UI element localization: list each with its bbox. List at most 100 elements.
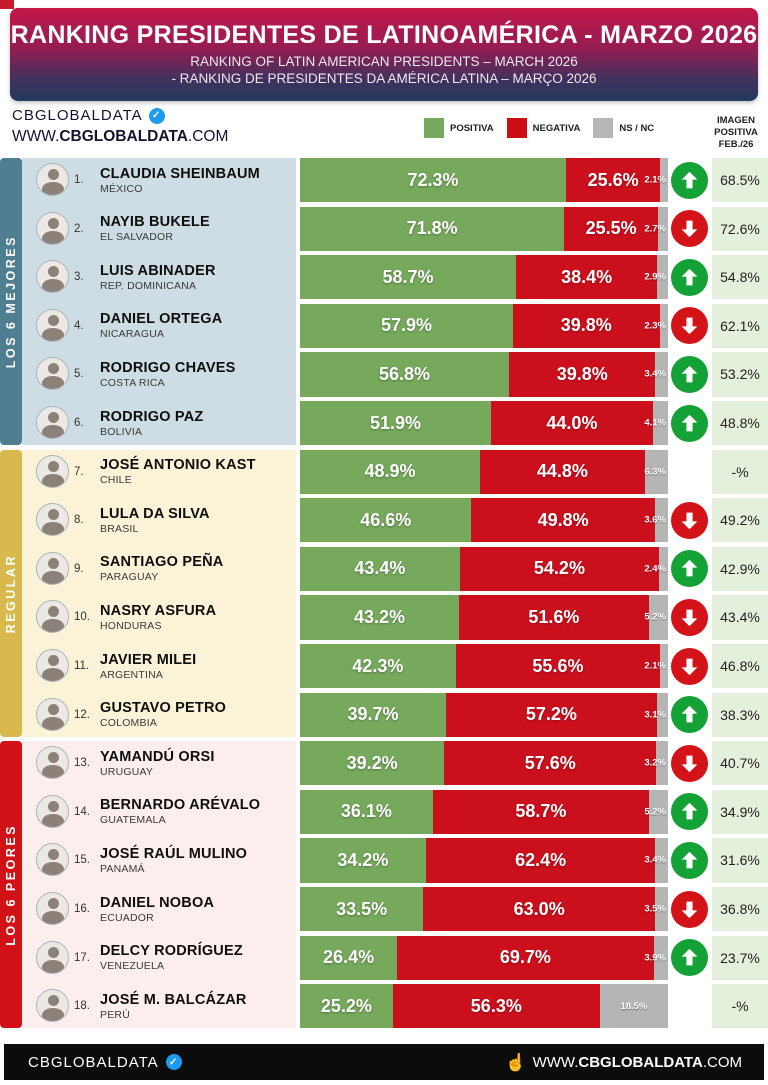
previous-value-cell: 49.2%: [712, 498, 768, 543]
country-label: COLOMBIA: [100, 717, 158, 730]
negative-segment: 25.5%: [564, 206, 659, 251]
table-row-gustavo-petro: 12. GUSTAVO PETRO COLOMBIA 39.7% 57.2% 3.1% 38…: [0, 692, 768, 737]
nsnc-segment: [644, 449, 668, 494]
rank-number: 14.: [74, 805, 90, 818]
nsnc-value: 3.9%: [644, 952, 666, 964]
nsnc-value: 3.6%: [644, 514, 666, 526]
negative-segment: 62.4%: [425, 838, 656, 883]
nsnc-segment: [658, 206, 668, 251]
photo-silhouette-torso: [42, 910, 64, 924]
header-banner: RANKING PRESIDENTES DE LATINOAMÉRICA - M…: [10, 8, 758, 101]
approval-bar: 26.4% 69.7% 3.9%: [300, 935, 668, 980]
country-label: COSTA RICA: [100, 376, 165, 389]
photo-silhouette-torso: [42, 716, 64, 730]
president-name: JOSÉ RAÚL MULINO: [100, 845, 248, 862]
negative-value: 44.0%: [546, 412, 598, 433]
section-strip: REGULAR: [0, 449, 22, 737]
president-photo: [36, 163, 69, 196]
approval-bar: 42.3% 55.6% 2.1%: [300, 643, 668, 689]
nsnc-value: 2.4%: [644, 563, 666, 575]
approval-bar: 39.2% 57.6% 3.2%: [300, 741, 668, 786]
nsnc-segment: [655, 886, 668, 932]
president-name-block: YAMANDÚ ORSI URUGUAY: [100, 741, 296, 785]
negative-value: 38.4%: [561, 266, 613, 287]
president-photo: [36, 406, 69, 439]
president-name: RODRIGO CHAVES: [100, 359, 236, 376]
approval-bar: 43.4% 54.2% 2.4%: [300, 546, 668, 591]
negativa-swatch: [506, 118, 527, 138]
president-name-block: SANTIAGO PEÑA PARAGUAY: [100, 547, 296, 591]
rank-number: 11.: [74, 660, 90, 673]
previous-value-cell: 46.8%: [712, 643, 768, 689]
negative-segment: 55.6%: [455, 643, 661, 689]
photo-silhouette-head: [47, 703, 59, 715]
approval-bar: 33.5% 63.0% 3.5%: [300, 886, 668, 932]
rank-number: 3.: [74, 271, 84, 284]
negative-segment: 44.0%: [490, 401, 653, 446]
nsnc-value: 5.2%: [644, 611, 666, 623]
brand-website-url: WWW.CBGLOBALDATA.COM: [12, 128, 229, 145]
table-row-claudia-sheinbaum: 1. CLAUDIA SHEINBAUM MÉXICO 72.3% 25.6% 2.1% 6…: [0, 158, 768, 203]
photo-silhouette-head: [47, 314, 59, 326]
subtitle-english: RANKING OF LATIN AMERICAN PRESIDENTS – M…: [190, 54, 578, 69]
nsnc-segment: [648, 595, 668, 640]
president-name: LUIS ABINADER: [100, 262, 216, 279]
previous-value-cell: 68.5%: [712, 158, 768, 203]
negative-value: 54.2%: [533, 558, 585, 579]
president-name-block: BERNARDO ARÉVALO GUATEMALA: [100, 790, 296, 834]
previous-value-cell: 54.8%: [712, 255, 768, 300]
brand-logo-text: CBGLOBALDATA: [12, 107, 143, 124]
previous-value-cell: 36.8%: [712, 886, 768, 932]
table-row-santiago-pe-a: 9. SANTIAGO PEÑA PARAGUAY 43.4% 54.2% 2.4% 42.…: [0, 546, 768, 591]
president-photo: [36, 891, 69, 925]
president-name: GUSTAVO PETRO: [100, 700, 227, 717]
rank-number: 6.: [74, 417, 84, 430]
rank-number: 16.: [74, 903, 90, 916]
table-row-bernardo-ar-valo: 14. BERNARDO ARÉVALO GUATEMALA 36.1% 58.7% 5.…: [0, 789, 768, 834]
pointer-hand-icon: ☝: [505, 1052, 527, 1072]
nsnc-value: 3.4%: [644, 854, 666, 866]
table-row-jos-m-balc-zar: 18. JOSÉ M. BALCÁZAR PERÚ 25.2% 56.3% 18.5% -%: [0, 984, 768, 1029]
positive-segment: 56.8%: [300, 352, 510, 397]
approval-bar: 71.8% 25.5% 2.7%: [300, 206, 668, 251]
previous-value-cell: 31.6%: [712, 838, 768, 883]
positive-segment: 71.8%: [300, 206, 565, 251]
positive-segment: 26.4%: [300, 935, 398, 980]
president-name-block: JOSÉ RAÚL MULINO PANAMÁ: [100, 838, 296, 882]
photo-silhouette-head: [47, 800, 59, 812]
president-name-block: RODRIGO CHAVES COSTA RICA: [100, 352, 296, 396]
nsnc-segment: [659, 546, 668, 591]
president-photo: [36, 794, 69, 828]
trend-down-icon: [671, 210, 708, 248]
nsnc-segment: [660, 643, 668, 689]
negative-value: 39.8%: [560, 315, 612, 336]
photo-silhouette-torso: [42, 376, 64, 390]
positive-value: 51.9%: [369, 412, 422, 433]
positive-value: 26.4%: [323, 947, 375, 968]
rank-number: 4.: [74, 319, 84, 332]
negative-value: 44.8%: [536, 461, 588, 482]
photo-silhouette-torso: [42, 619, 64, 633]
negative-segment: 69.7%: [397, 935, 654, 980]
subtitle-portuguese: - RANKING DE PRESIDENTES DA AMÉRICA LATI…: [171, 71, 597, 86]
trend-up-icon: [671, 355, 708, 393]
approval-bar: 46.6% 49.8% 3.6%: [300, 498, 668, 543]
approval-bar: 57.9% 39.8% 2.3%: [300, 303, 668, 348]
photo-silhouette-head: [47, 849, 59, 861]
positive-value: 56.8%: [378, 363, 431, 384]
positive-segment: 72.3%: [300, 158, 567, 203]
section-strip: LOS 6 PEORES: [0, 741, 22, 1029]
negative-segment: 56.3%: [392, 984, 600, 1029]
approval-bar: 72.3% 25.6% 2.1%: [300, 158, 668, 203]
president-photo: [36, 600, 69, 634]
positive-value: 39.7%: [347, 704, 399, 725]
rank-number: 1.: [74, 174, 84, 187]
approval-bar: 25.2% 56.3% 18.5%: [300, 984, 668, 1029]
negative-value: 25.6%: [587, 169, 639, 190]
country-label: ECUADOR: [100, 911, 154, 924]
photo-silhouette-torso: [42, 765, 64, 779]
nsnc-segment: [648, 789, 668, 834]
trend-up-icon: [671, 841, 708, 879]
nsnc-value: 3.2%: [644, 757, 666, 769]
